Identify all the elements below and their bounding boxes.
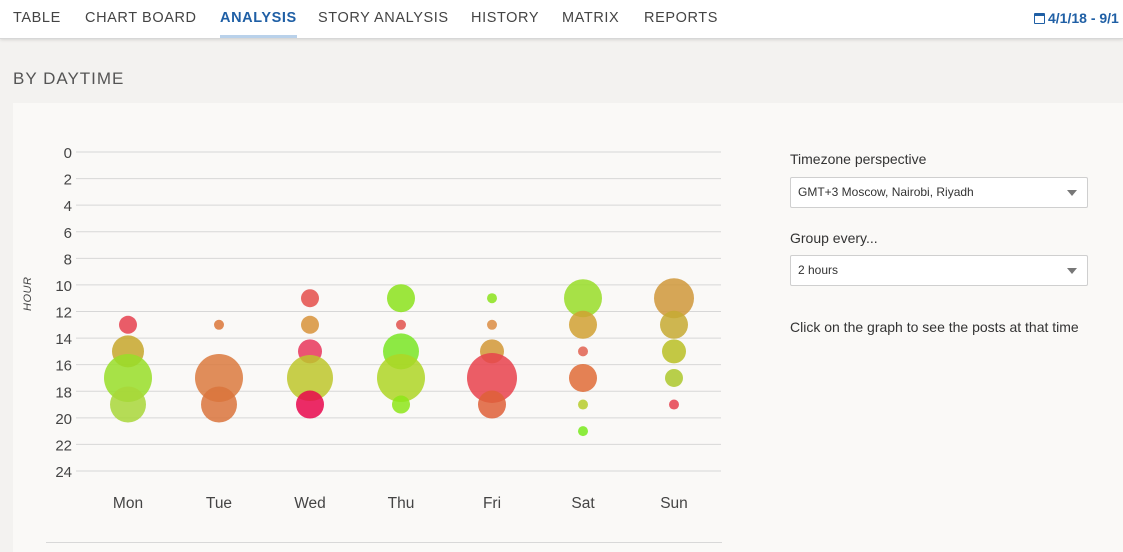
bubble-point[interactable] <box>214 319 224 330</box>
bubble-point[interactable] <box>396 319 406 330</box>
bubble-point[interactable] <box>377 353 425 402</box>
timezone-select[interactable]: GMT+3 Moscow, Nairobi, Riyadh <box>790 177 1088 208</box>
y-tick-label: 16 <box>55 358 72 375</box>
y-tick-label: 12 <box>55 305 72 322</box>
bubble-point[interactable] <box>296 390 324 419</box>
y-tick-label: 22 <box>55 437 72 454</box>
chevron-down-icon <box>1067 268 1077 274</box>
y-tick-label: 2 <box>64 172 72 189</box>
bubble-point[interactable] <box>665 368 683 387</box>
bubble-point[interactable] <box>487 319 497 330</box>
timezone-value: GMT+3 Moscow, Nairobi, Riyadh <box>798 185 974 199</box>
bubble-point[interactable] <box>654 278 694 319</box>
bubble-point[interactable] <box>301 315 319 334</box>
tab-table[interactable]: TABLE <box>13 10 61 26</box>
tab-story-analysis[interactable]: STORY ANALYSIS <box>318 10 449 26</box>
y-tick-label: 8 <box>64 251 72 268</box>
bubble-point[interactable] <box>662 339 686 364</box>
bubble-point[interactable] <box>110 386 146 423</box>
divider <box>46 542 722 543</box>
bubble-point[interactable] <box>467 352 517 403</box>
bubble-point[interactable] <box>578 346 588 357</box>
y-tick-label: 0 <box>64 145 72 162</box>
tab-analysis[interactable]: ANALYSIS <box>220 0 297 38</box>
x-tick-label: Wed <box>294 495 326 512</box>
bubble-point[interactable] <box>195 353 243 402</box>
bubble-point[interactable] <box>287 354 333 401</box>
bubble-point[interactable] <box>104 353 152 402</box>
x-tick-label: Fri <box>483 495 501 512</box>
bubble-point[interactable] <box>569 363 597 392</box>
date-range-label: 4/1/18 - 9/1 <box>1048 10 1119 26</box>
chevron-down-icon <box>1067 190 1077 196</box>
tab-history[interactable]: HISTORY <box>471 10 540 26</box>
x-tick-label: Mon <box>113 495 143 512</box>
bubble-point[interactable] <box>487 293 497 304</box>
tab-matrix[interactable]: MATRIX <box>562 10 620 26</box>
tab-reports[interactable]: REPORTS <box>644 10 719 26</box>
top-nav: TABLE CHART BOARD ANALYSIS STORY ANALYSI… <box>0 0 1123 39</box>
y-tick-label: 6 <box>64 225 72 242</box>
bubble-point[interactable] <box>578 399 588 410</box>
y-tick-label: 4 <box>64 198 72 215</box>
x-tick-label: Sat <box>571 495 595 512</box>
y-tick-label: 24 <box>55 464 72 481</box>
y-tick-label: 10 <box>55 278 72 295</box>
bubble-point[interactable] <box>669 399 679 410</box>
group-value: 2 hours <box>798 263 839 277</box>
bubble-point[interactable] <box>119 315 137 334</box>
tab-chart-board[interactable]: CHART BOARD <box>85 10 197 26</box>
group-select[interactable]: 2 hours <box>790 255 1088 286</box>
bubble-point[interactable] <box>660 310 688 339</box>
bubble-point[interactable] <box>564 279 602 318</box>
bubble-point[interactable] <box>201 386 237 423</box>
bubble-point[interactable] <box>578 426 588 437</box>
x-tick-label: Tue <box>206 495 232 512</box>
section-title: BY DAYTIME <box>13 69 125 88</box>
y-axis-title: HOUR <box>22 276 34 311</box>
group-label: Group every... <box>790 230 878 246</box>
x-tick-label: Thu <box>388 495 415 512</box>
calendar-icon <box>1034 13 1045 24</box>
bubble-point[interactable] <box>301 289 319 308</box>
chart-hint: Click on the graph to see the posts at t… <box>790 319 1079 335</box>
y-tick-label: 18 <box>55 384 72 401</box>
bubble-point[interactable] <box>478 390 506 419</box>
timezone-label: Timezone perspective <box>790 151 927 167</box>
y-tick-label: 20 <box>55 411 72 428</box>
bubble-point[interactable] <box>392 395 410 414</box>
y-tick-label: 14 <box>55 331 72 348</box>
bubble-point[interactable] <box>387 284 415 313</box>
date-range-button[interactable]: 4/1/18 - 9/1 <box>1034 0 1119 38</box>
x-tick-label: Sun <box>660 495 688 512</box>
bubble-point[interactable] <box>569 310 597 339</box>
